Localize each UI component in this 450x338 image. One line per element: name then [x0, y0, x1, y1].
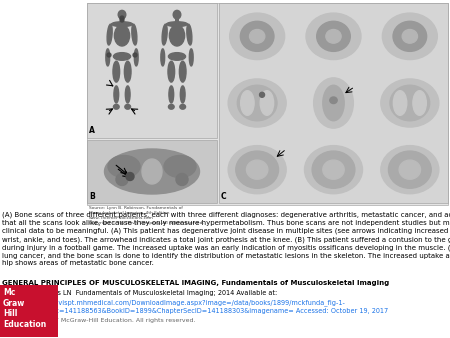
Ellipse shape [133, 53, 137, 57]
Ellipse shape [180, 61, 186, 82]
Ellipse shape [250, 29, 265, 43]
Ellipse shape [381, 79, 439, 127]
Ellipse shape [317, 21, 350, 51]
Text: https://fadavispt.mhmedical.com/DownloadImage.aspx?image=/data/books/1899/mckfun: https://fadavispt.mhmedical.com/Download… [20, 299, 345, 306]
Ellipse shape [393, 21, 427, 51]
Ellipse shape [135, 49, 138, 66]
Ellipse shape [330, 97, 337, 103]
Text: Mc
Graw
Hill
Education: Mc Graw Hill Education [3, 288, 46, 329]
Ellipse shape [116, 173, 128, 186]
Ellipse shape [323, 85, 344, 121]
Ellipse shape [107, 24, 112, 45]
Bar [219, 3, 448, 203]
Ellipse shape [189, 49, 193, 66]
Ellipse shape [164, 155, 196, 177]
Ellipse shape [326, 29, 341, 43]
Ellipse shape [108, 155, 140, 177]
Ellipse shape [114, 25, 130, 46]
Ellipse shape [399, 160, 420, 179]
Text: 37.png&sec=141188563&BookID=1899&ChapterSecID=141188303&imagename= Accessed: Oct: 37.png&sec=141188563&BookID=1899&Chapter… [20, 308, 388, 314]
Ellipse shape [236, 151, 279, 188]
Ellipse shape [113, 53, 130, 60]
Ellipse shape [241, 91, 254, 115]
Ellipse shape [314, 78, 353, 128]
Ellipse shape [162, 24, 167, 45]
Ellipse shape [176, 173, 188, 186]
Ellipse shape [228, 79, 286, 127]
Bar [87, 3, 448, 205]
Ellipse shape [120, 16, 124, 20]
Ellipse shape [240, 21, 274, 51]
Ellipse shape [142, 159, 162, 184]
Ellipse shape [107, 53, 111, 57]
Ellipse shape [168, 61, 175, 82]
Bar [120, 19, 124, 23]
Ellipse shape [230, 13, 285, 59]
Ellipse shape [187, 24, 192, 45]
Ellipse shape [124, 61, 131, 82]
Ellipse shape [260, 92, 265, 97]
Ellipse shape [237, 85, 277, 121]
Ellipse shape [125, 86, 130, 103]
Ellipse shape [161, 49, 165, 66]
Text: Citation: McKinnis LN  Fundamentals of Musculoskeletal Imaging; 2014 Available a: Citation: McKinnis LN Fundamentals of Mu… [2, 290, 277, 296]
Text: GENERAL PRINCIPLES OF MUSCULOSKELETAL IMAGING, Fundamentals of Musculoskeletal I: GENERAL PRINCIPLES OF MUSCULOSKELETAL IM… [2, 280, 389, 286]
Bar [175, 19, 179, 23]
Text: A: A [89, 126, 95, 135]
Ellipse shape [120, 18, 124, 22]
Ellipse shape [132, 24, 137, 45]
Ellipse shape [413, 91, 426, 115]
Ellipse shape [305, 146, 363, 194]
Ellipse shape [388, 151, 431, 188]
Ellipse shape [104, 149, 199, 194]
Ellipse shape [180, 104, 185, 109]
Ellipse shape [126, 172, 134, 180]
Ellipse shape [393, 91, 407, 115]
Ellipse shape [118, 10, 126, 19]
Ellipse shape [260, 91, 274, 115]
Ellipse shape [381, 146, 439, 194]
Ellipse shape [173, 10, 181, 19]
Ellipse shape [168, 104, 174, 109]
Ellipse shape [112, 22, 132, 26]
Ellipse shape [169, 86, 174, 103]
Text: C: C [221, 192, 227, 201]
Text: Source: Lynn B. Robinson, Fundamentals of
Musculoskeletal Imaging, 4th Edition
w: Source: Lynn B. Robinson, Fundamentals o… [89, 206, 204, 225]
Text: B: B [89, 192, 95, 201]
Ellipse shape [169, 25, 184, 46]
Ellipse shape [312, 151, 355, 188]
Ellipse shape [390, 85, 430, 121]
Ellipse shape [113, 61, 120, 82]
Bar [0, 285, 58, 337]
Text: (A) Bone scans of three different patients, each with three different diagnoses:: (A) Bone scans of three different patien… [2, 212, 450, 266]
Bar [87, 140, 217, 203]
Ellipse shape [168, 53, 185, 60]
Ellipse shape [402, 29, 418, 43]
Bar [87, 3, 217, 138]
Text: Copyright © 2017 McGraw-Hill Education. All rights reserved.: Copyright © 2017 McGraw-Hill Education. … [2, 317, 195, 323]
Ellipse shape [114, 86, 119, 103]
Ellipse shape [125, 104, 130, 109]
Ellipse shape [166, 22, 188, 26]
Ellipse shape [113, 104, 119, 109]
Ellipse shape [306, 13, 361, 59]
Ellipse shape [247, 160, 268, 179]
Ellipse shape [323, 160, 344, 179]
Ellipse shape [180, 86, 185, 103]
Ellipse shape [382, 13, 437, 59]
Ellipse shape [106, 49, 110, 66]
Ellipse shape [228, 146, 286, 194]
